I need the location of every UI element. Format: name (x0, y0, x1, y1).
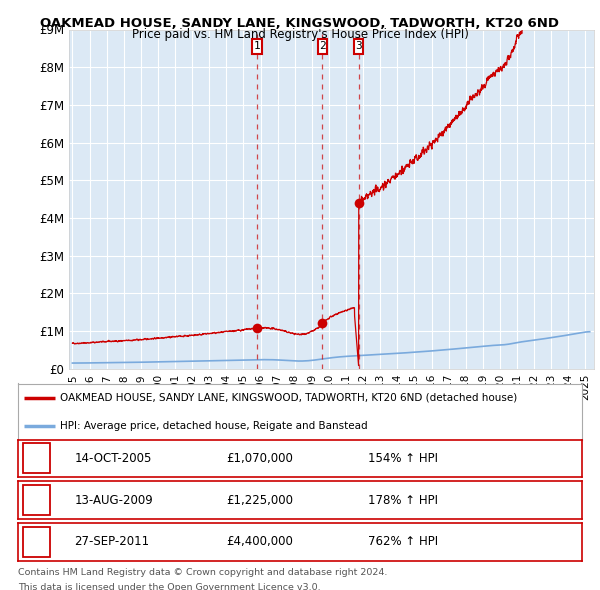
Text: 178% ↑ HPI: 178% ↑ HPI (368, 493, 437, 507)
Text: 3: 3 (32, 535, 40, 549)
Text: This data is licensed under the Open Government Licence v3.0.: This data is licensed under the Open Gov… (18, 583, 320, 590)
Text: 27-SEP-2011: 27-SEP-2011 (74, 535, 149, 549)
Text: 154% ↑ HPI: 154% ↑ HPI (368, 451, 437, 465)
Text: OAKMEAD HOUSE, SANDY LANE, KINGSWOOD, TADWORTH, KT20 6ND: OAKMEAD HOUSE, SANDY LANE, KINGSWOOD, TA… (41, 17, 560, 30)
Bar (23, 443, 50, 473)
Text: 2: 2 (32, 493, 40, 507)
Text: OAKMEAD HOUSE, SANDY LANE, KINGSWOOD, TADWORTH, KT20 6ND (detached house): OAKMEAD HOUSE, SANDY LANE, KINGSWOOD, TA… (60, 392, 518, 402)
Text: Price paid vs. HM Land Registry's House Price Index (HPI): Price paid vs. HM Land Registry's House … (131, 28, 469, 41)
Bar (354, 39, 364, 54)
Text: 1: 1 (32, 451, 40, 465)
Text: 13-AUG-2009: 13-AUG-2009 (74, 493, 153, 507)
Text: 3: 3 (355, 41, 362, 51)
Bar (23, 527, 50, 557)
Text: £1,070,000: £1,070,000 (227, 451, 293, 465)
Text: 1: 1 (254, 41, 260, 51)
Bar (252, 39, 262, 54)
Bar (23, 485, 50, 515)
Text: £4,400,000: £4,400,000 (227, 535, 293, 549)
Text: 762% ↑ HPI: 762% ↑ HPI (368, 535, 438, 549)
Text: Contains HM Land Registry data © Crown copyright and database right 2024.: Contains HM Land Registry data © Crown c… (18, 568, 388, 577)
Text: HPI: Average price, detached house, Reigate and Banstead: HPI: Average price, detached house, Reig… (60, 421, 368, 431)
Text: 14-OCT-2005: 14-OCT-2005 (74, 451, 152, 465)
Text: £1,225,000: £1,225,000 (227, 493, 293, 507)
Bar (317, 39, 327, 54)
Text: 2: 2 (319, 41, 326, 51)
